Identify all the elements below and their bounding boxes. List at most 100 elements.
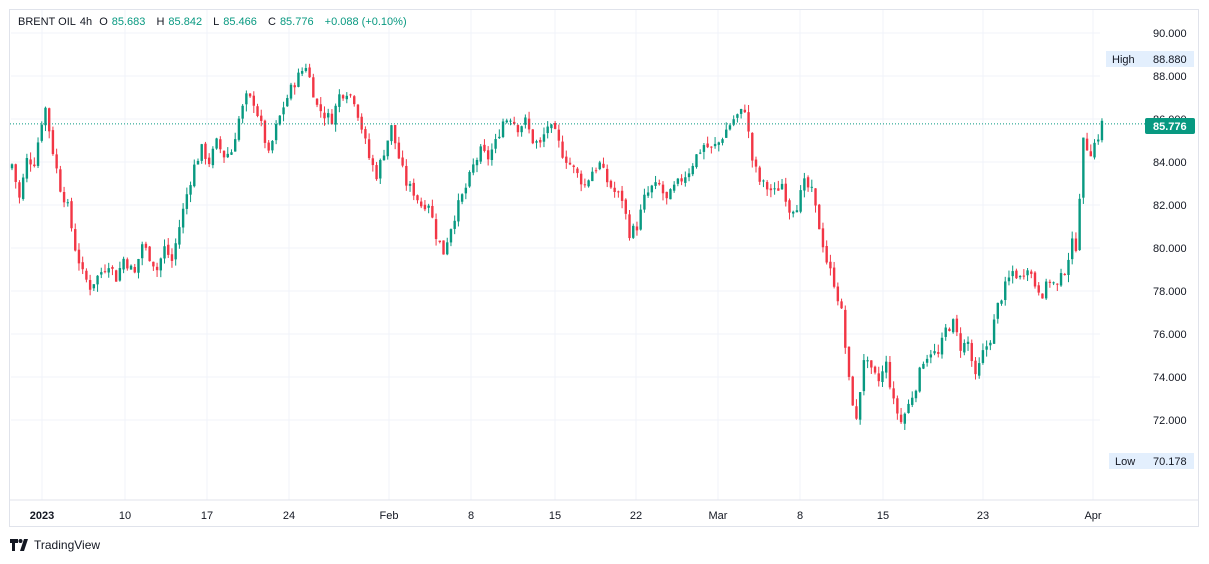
candle-body	[840, 301, 843, 309]
candle-body	[211, 148, 215, 166]
candle-body	[460, 194, 464, 202]
candle-body	[553, 123, 557, 129]
price-tick-label: 80.000	[1153, 243, 1187, 255]
legend-h-label: H	[156, 16, 165, 28]
candle-body	[695, 154, 698, 168]
candle-body	[181, 208, 185, 228]
candle-body	[1078, 198, 1081, 251]
candle-body	[877, 373, 880, 382]
candle-body	[736, 114, 739, 118]
candle-body	[100, 272, 103, 275]
candle-body	[215, 138, 218, 149]
candle-body	[267, 142, 270, 151]
symbol-legend[interactable]: BRENT OIL 4h O 85.683 H 85.842 L 85.466 C 85.…	[18, 16, 411, 28]
candle-body	[274, 124, 278, 141]
candle-body	[315, 98, 319, 105]
candle-body	[706, 143, 709, 148]
legend-symbol: BRENT OIL	[18, 16, 76, 28]
candle-body	[40, 124, 43, 141]
candle-body	[1000, 300, 1003, 304]
candle-body	[914, 390, 918, 399]
candle-body	[1071, 238, 1074, 260]
candle-body	[126, 259, 129, 269]
candle-body	[639, 209, 642, 230]
candle-body	[728, 125, 732, 130]
candle-body	[1093, 142, 1096, 158]
candle-body	[885, 361, 888, 373]
candle-body	[948, 328, 951, 332]
candle-body	[464, 187, 468, 194]
candle-body	[587, 180, 590, 187]
candle-body	[780, 183, 784, 190]
candle-body	[81, 262, 84, 270]
candle-body	[427, 205, 430, 208]
candle-body	[773, 188, 776, 190]
candle-body	[721, 139, 724, 143]
candle-body	[799, 190, 802, 212]
candle-body	[635, 226, 639, 231]
candle-body	[743, 109, 747, 113]
price-tick-label: 76.000	[1153, 329, 1187, 341]
price-axis[interactable]: 90.00088.00086.00084.00082.00080.00078.0…	[1153, 28, 1187, 427]
time-tick-label: 24	[283, 510, 295, 522]
candle-body	[486, 150, 490, 160]
candle-body	[155, 266, 159, 271]
candle-body	[974, 360, 977, 375]
candle-body	[684, 177, 687, 183]
tradingview-logo-text: TradingView	[34, 538, 101, 552]
candle-body	[1059, 273, 1063, 286]
candle-body	[122, 258, 125, 270]
candle-body	[438, 240, 441, 243]
candle-body	[304, 68, 308, 71]
candle-body	[758, 167, 761, 182]
candle-body	[222, 150, 226, 158]
candle-body	[628, 214, 631, 239]
candle-body	[1048, 281, 1052, 283]
candle-body	[606, 168, 609, 183]
candle-body	[896, 398, 899, 414]
candle-body	[579, 173, 583, 185]
time-axis[interactable]: 2023 10 17 24 Feb 8 15 22 Mar 8 15 23 Apr	[30, 510, 1102, 522]
candle-body	[88, 280, 92, 290]
candle-body	[141, 244, 144, 259]
candle-body	[289, 84, 293, 99]
time-tick-label: 15	[549, 510, 561, 522]
candle-body	[1033, 272, 1037, 287]
candle-body	[710, 146, 713, 148]
candle-body	[334, 105, 337, 125]
candle-body	[107, 268, 110, 273]
time-tick-label: Feb	[380, 510, 399, 522]
candle-body	[624, 199, 627, 214]
candle-body	[118, 268, 122, 281]
tradingview-logo[interactable]: TradingView	[10, 538, 100, 552]
candle-body	[725, 129, 728, 138]
candle-body	[408, 183, 412, 186]
legend-high: 85.842	[168, 16, 203, 28]
time-tick-label: 23	[977, 510, 989, 522]
candle-body	[137, 258, 140, 273]
candle-body	[1026, 270, 1029, 276]
candle-body	[226, 153, 229, 158]
low-label-bg	[1109, 453, 1194, 469]
candle-body	[286, 98, 289, 107]
candle-body	[602, 163, 605, 168]
candle-body	[338, 94, 341, 107]
time-tick-label: 17	[201, 510, 213, 522]
last-price-badge	[1145, 118, 1195, 134]
candle-body	[940, 337, 944, 355]
price-tick-label: 90.000	[1153, 28, 1187, 40]
candle-body	[922, 363, 925, 369]
candle-body	[312, 77, 315, 98]
candle-body	[747, 112, 750, 132]
candle-body	[446, 242, 449, 255]
candle-body	[717, 142, 720, 145]
candle-body	[550, 124, 553, 129]
candle-body	[951, 319, 955, 333]
candle-body	[92, 284, 96, 289]
candle-body	[762, 180, 765, 182]
candle-body	[323, 112, 326, 119]
time-tick-label: 22	[630, 510, 642, 522]
candle-body	[1089, 151, 1092, 157]
low-value: 70.178	[1153, 456, 1187, 468]
